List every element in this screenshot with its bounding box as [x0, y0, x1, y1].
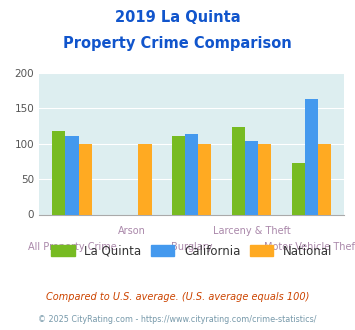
- Text: Burglary: Burglary: [171, 242, 212, 252]
- Text: Property Crime Comparison: Property Crime Comparison: [63, 36, 292, 51]
- Text: Compared to U.S. average. (U.S. average equals 100): Compared to U.S. average. (U.S. average …: [46, 292, 309, 302]
- Bar: [198, 144, 212, 214]
- Bar: [258, 144, 271, 214]
- Bar: [172, 137, 185, 214]
- Text: © 2025 CityRating.com - https://www.cityrating.com/crime-statistics/: © 2025 CityRating.com - https://www.city…: [38, 315, 317, 324]
- Bar: [245, 142, 258, 214]
- Text: All Property Crime: All Property Crime: [28, 242, 116, 252]
- Bar: [65, 137, 78, 214]
- Text: Larceny & Theft: Larceny & Theft: [213, 226, 290, 236]
- Bar: [318, 144, 331, 214]
- Text: Arson: Arson: [118, 226, 146, 236]
- Bar: [292, 163, 305, 214]
- Text: Motor Vehicle Theft: Motor Vehicle Theft: [264, 242, 355, 252]
- Bar: [305, 99, 318, 214]
- Bar: [185, 134, 198, 214]
- Bar: [232, 126, 245, 214]
- Bar: [138, 144, 152, 214]
- Bar: [78, 144, 92, 214]
- Legend: La Quinta, California, National: La Quinta, California, National: [47, 240, 337, 263]
- Text: 2019 La Quinta: 2019 La Quinta: [115, 10, 240, 25]
- Bar: [52, 131, 65, 214]
